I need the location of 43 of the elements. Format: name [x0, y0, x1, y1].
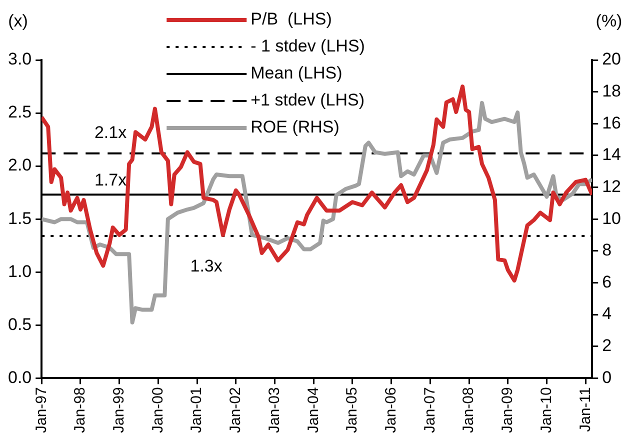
x-tick-label: Jan-07	[421, 387, 438, 434]
y2-tick-label: 4	[602, 304, 612, 324]
legend-label: P/B (LHS)	[250, 10, 332, 29]
legend-label: +1 stdev (LHS)	[250, 90, 364, 110]
annotation: 2.1x	[94, 122, 128, 142]
x-tick-label: Jan-99	[110, 387, 128, 434]
x-tick-label: Jan-08	[460, 387, 478, 434]
legend-label: ROE (RHS)	[250, 118, 340, 137]
x-tick-label: Jan-11	[576, 387, 594, 432]
y2-axis-title: (%)	[596, 12, 622, 31]
y2-tick-label: 20	[602, 50, 622, 69]
legend-label: Mean (LHS)	[250, 64, 342, 83]
annotation: 1.3x	[190, 256, 223, 276]
x-tick-label: Jan-00	[149, 387, 166, 434]
x-tick-label: Jan-98	[72, 387, 89, 434]
y2-tick-label: 14	[602, 145, 622, 164]
y2-tick-label: 16	[602, 113, 622, 132]
y2-tick-label: 12	[602, 176, 622, 196]
y-tick-label: 1.5	[8, 208, 32, 228]
annotation: 1.7x	[94, 170, 128, 190]
y-tick-label: 0.0	[8, 368, 32, 387]
x-tick-label: Jan-09	[499, 387, 516, 434]
y2-tick-label: 18	[602, 82, 622, 100]
y-tick-label: 2.0	[8, 156, 32, 175]
y2-tick-label: 2	[602, 336, 612, 356]
y-axis-title: (x)	[8, 12, 28, 31]
x-tick-label: Jan-97	[32, 387, 50, 434]
y2-tick-label: 8	[602, 240, 612, 260]
legend-label: - 1 stdev (LHS)	[250, 36, 365, 56]
x-tick-label: Jan-10	[538, 387, 555, 434]
x-tick-label: Jan-06	[382, 387, 400, 434]
x-tick-label: Jan-01	[188, 387, 206, 434]
x-tick-label: Jan-04	[304, 387, 322, 434]
y-tick-label: 0.5	[8, 314, 32, 334]
x-tick-label: Jan-05	[344, 387, 361, 434]
y2-tick-label: 10	[602, 208, 622, 228]
y2-tick-label: 6	[602, 272, 612, 292]
y2-tick-label: 0	[602, 368, 612, 387]
y-tick-label: 1.0	[8, 262, 32, 281]
y-tick-label: 2.5	[8, 102, 32, 122]
y-tick-label: 3.0	[8, 50, 32, 69]
x-tick-label: Jan-02	[227, 387, 244, 434]
x-tick-label: Jan-03	[266, 387, 283, 434]
